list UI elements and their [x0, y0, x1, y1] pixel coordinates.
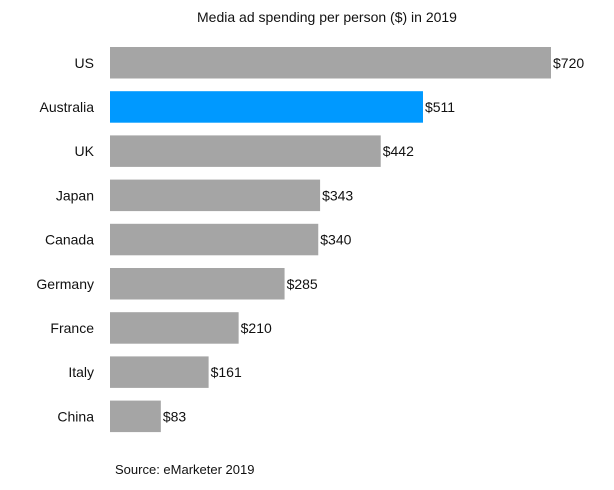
bar-china — [110, 400, 161, 433]
data-label: $210 — [241, 320, 272, 336]
data-label: $442 — [383, 143, 414, 159]
data-label: $511 — [425, 99, 455, 115]
category-label: US — [75, 55, 94, 71]
data-label: $343 — [322, 187, 353, 203]
data-label: $720 — [553, 55, 584, 71]
bar-uk — [110, 135, 381, 167]
data-label: $83 — [163, 408, 187, 424]
data-label: $285 — [287, 276, 318, 292]
data-label: $340 — [320, 232, 351, 248]
bar-australia — [110, 91, 423, 123]
chart-title: Media ad spending per person ($) in 2019 — [197, 9, 457, 25]
category-label: Italy — [68, 364, 94, 380]
data-label: $161 — [211, 364, 242, 380]
bar-canada — [110, 223, 319, 256]
category-label: France — [50, 320, 94, 336]
category-label: UK — [75, 143, 95, 159]
category-label: Australia — [40, 99, 95, 115]
category-label: Germany — [36, 276, 94, 292]
bar-italy — [110, 356, 209, 388]
category-label: Canada — [45, 232, 94, 248]
bar-japan — [110, 179, 321, 212]
bar-france — [110, 312, 239, 344]
bar-germany — [110, 268, 285, 300]
bar-us — [110, 47, 551, 79]
source-note: Source: eMarketer 2019 — [115, 462, 255, 477]
category-label: China — [57, 408, 94, 424]
category-label: Japan — [56, 187, 94, 203]
